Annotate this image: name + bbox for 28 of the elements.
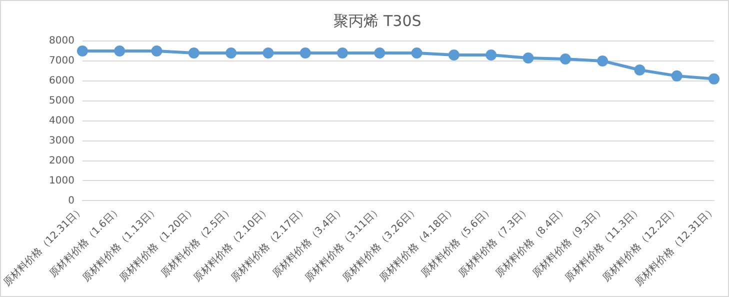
y-tick-label: 5000 <box>48 95 74 106</box>
point <box>300 47 311 58</box>
y-tick-label: 2000 <box>48 155 74 166</box>
y-tick-label: 0 <box>68 195 74 206</box>
y-tick-label: 4000 <box>48 115 74 126</box>
chart-title: 聚丙烯 T30S <box>334 12 422 30</box>
point <box>337 47 348 58</box>
point <box>634 64 646 76</box>
point <box>188 47 200 58</box>
point <box>151 45 162 56</box>
point <box>262 47 274 58</box>
point <box>486 49 497 60</box>
point <box>76 45 88 56</box>
y-tick-label: 7000 <box>48 56 74 67</box>
point <box>226 47 237 58</box>
point <box>671 70 682 82</box>
point <box>114 45 126 56</box>
point <box>522 52 534 64</box>
point <box>374 47 386 58</box>
point <box>597 55 608 66</box>
y-tick-label: 3000 <box>48 135 74 146</box>
y-tick-label: 1000 <box>48 175 74 186</box>
point <box>448 49 460 60</box>
y-tick-label: 6000 <box>48 76 74 87</box>
y-tick-label: 8000 <box>48 36 74 47</box>
point <box>411 47 422 58</box>
point <box>560 53 571 64</box>
point <box>708 73 720 84</box>
